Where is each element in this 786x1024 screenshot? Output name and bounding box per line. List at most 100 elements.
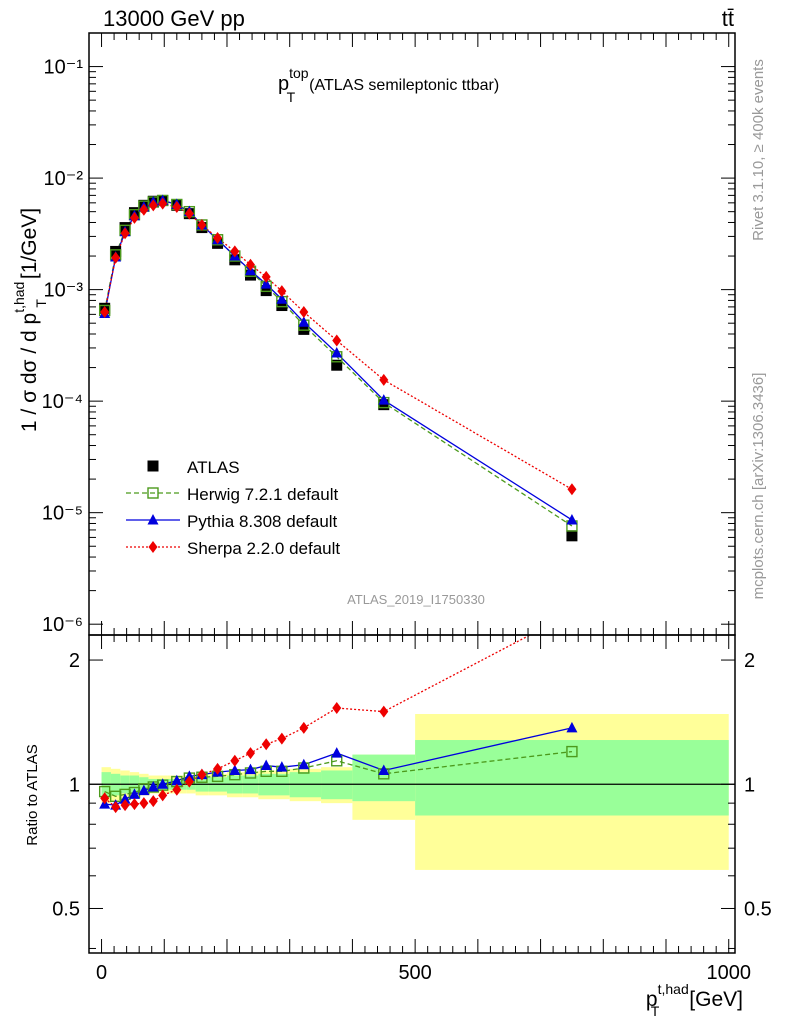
axis-ticks xyxy=(89,32,735,953)
ratio-y-tick-label-left: 2 xyxy=(69,650,80,672)
ratio-point-sherpa-2-2-0-default xyxy=(129,798,139,811)
main-y-tick-label: 10⁻¹ xyxy=(44,57,84,79)
ratio-point-sherpa-2-2-0-default xyxy=(111,801,121,814)
ratio-point-pythia-8-308-default xyxy=(147,780,159,792)
data-point-atlas xyxy=(276,300,288,312)
data-point-pythia-8-308-default xyxy=(331,347,343,358)
main-y-tick-label: 10⁻³ xyxy=(44,280,84,302)
data-point-sherpa-2-2-0-default xyxy=(184,207,194,220)
data-point-sherpa-2-2-0-default xyxy=(332,334,342,347)
ratio-point-sherpa-2-2-0-default xyxy=(158,789,168,802)
data-point-pythia-8-308-default xyxy=(378,394,390,405)
ratio-point-sherpa-2-2-0-default xyxy=(246,747,255,760)
ratio-point-pythia-8-308-default xyxy=(276,761,288,772)
ratio-point-pythia-8-308-default xyxy=(245,763,256,775)
legend-label: Sherpa 2.2.0 default xyxy=(187,539,340,558)
uncertainty-band-inner xyxy=(352,754,416,802)
x-tick-label: 500 xyxy=(398,962,431,984)
data-point-sherpa-2-2-0-default xyxy=(379,373,389,386)
ratio-point-sherpa-2-2-0-default xyxy=(120,799,130,812)
data-point-sherpa-2-2-0-default xyxy=(139,203,149,216)
data-point-sherpa-2-2-0-default xyxy=(567,483,577,496)
data-point-sherpa-2-2-0-default xyxy=(261,270,271,283)
legend-item-pythia-8-308-default: Pythia 8.308 default xyxy=(126,512,338,531)
ratio-point-herwig-7-2-1-default xyxy=(566,745,578,758)
ratio-point-sherpa-2-2-0-default xyxy=(261,738,271,751)
analysis-label: ATLAS_2019_I1750330 xyxy=(347,592,485,607)
ratio-y-tick-label-right: 2 xyxy=(744,650,755,672)
x-axis-label: pt,had T [GeV] xyxy=(646,981,743,1019)
ratio-point-sherpa-2-2-0-default xyxy=(379,705,389,718)
data-point-atlas xyxy=(260,285,272,297)
ratio-point-sherpa-2-2-0-default xyxy=(197,768,207,781)
main-y-tick-label: 10⁻⁶ xyxy=(42,614,83,636)
ratio-y-tick-label-right: 0.5 xyxy=(744,898,772,920)
ratio-point-sherpa-2-2-0-default xyxy=(230,754,240,767)
data-point-sherpa-2-2-0-default xyxy=(230,245,240,258)
process-label: tt̄ xyxy=(722,6,734,31)
data-point-pythia-8-308-default xyxy=(298,316,310,327)
legend-label: ATLAS xyxy=(187,458,240,477)
ratio-point-pythia-8-308-default xyxy=(171,774,183,786)
data-point-atlas xyxy=(566,530,578,542)
axis-tick-labels: 10⁻⁶ 10⁻⁵ 10⁻⁴ 10⁻³ 10⁻² 10⁻¹ 0.5 0.5 1 1 2 2 0 500 10… xyxy=(42,57,772,984)
ratio-point-sherpa-2-2-0-default xyxy=(299,721,309,734)
data-point-pythia-8-308-default xyxy=(566,513,578,525)
main-y-tick-label: 10⁻⁵ xyxy=(42,503,83,525)
ratio-point-pythia-8-308-default xyxy=(260,759,272,771)
legend-label: Herwig 7.2.1 default xyxy=(187,485,338,504)
ratio-plot-frame xyxy=(88,634,736,954)
main-y-axis-label: 1 / σ dσ / d pt,had T[1/GeV] xyxy=(11,208,49,432)
mcplots-source-label: mcplots.cern.ch [arXiv:1306.3436] xyxy=(750,373,767,600)
ratio-point-sherpa-2-2-0-default xyxy=(184,775,194,788)
ratio-point-sherpa-2-2-0-default xyxy=(277,732,287,745)
legend-item-sherpa-2-2-0-default: Sherpa 2.2.0 default xyxy=(126,539,340,558)
ratio-point-sherpa-2-2-0-default xyxy=(148,795,158,808)
data-point-sherpa-2-2-0-default xyxy=(111,251,121,264)
rivet-version-label: Rivet 3.1.10, ≥ 400k events xyxy=(750,59,767,241)
main-y-tick-label: 10⁻² xyxy=(44,168,84,190)
ratio-point-sherpa-2-2-0-default xyxy=(139,797,149,810)
data-point-pythia-8-308-default xyxy=(276,293,288,304)
ratio-point-sherpa-2-2-0-default xyxy=(172,783,182,796)
ratio-series-markers xyxy=(98,607,578,814)
data-point-sherpa-2-2-0-default xyxy=(172,201,182,214)
ratio-point-pythia-8-308-default xyxy=(229,764,241,775)
ratio-point-sherpa-2-2-0-default xyxy=(567,607,576,619)
ratio-point-pythia-8-308-default xyxy=(566,721,578,733)
ratio-point-sherpa-2-2-0-default xyxy=(100,792,110,805)
data-point-sherpa-2-2-0-default xyxy=(299,305,309,318)
legend-marker xyxy=(147,460,159,472)
legend: ATLAS Herwig 7.2.1 default Pythia 8.308 de… xyxy=(126,458,340,558)
data-point-sherpa-2-2-0-default xyxy=(100,305,110,318)
data-point-sherpa-2-2-0-default xyxy=(197,218,207,231)
ratio-y-tick-label-left: 0.5 xyxy=(52,898,80,920)
ratio-point-pythia-8-308-default xyxy=(119,793,131,804)
data-point-sherpa-2-2-0-default xyxy=(129,211,139,224)
data-point-sherpa-2-2-0-default xyxy=(158,197,168,210)
ratio-y-axis-label: Ratio to ATLAS xyxy=(24,744,41,845)
main-plot-frame xyxy=(88,32,736,636)
energy-label: 13000 GeV pp xyxy=(103,6,245,31)
data-point-sherpa-2-2-0-default xyxy=(246,258,255,271)
main-y-tick-label: 10⁻⁴ xyxy=(42,391,83,413)
ratio-point-pythia-8-308-default xyxy=(331,747,343,758)
legend-marker xyxy=(147,487,159,499)
ratio-point-pythia-8-308-default xyxy=(128,788,140,799)
x-tick-label: 1000 xyxy=(706,962,751,984)
series-line-sherpa-2-2-0-default xyxy=(104,202,573,490)
legend-marker xyxy=(147,514,159,525)
data-point-sherpa-2-2-0-default xyxy=(277,285,287,298)
uncertainty-band-inner xyxy=(415,740,729,816)
plot-title: ptop T(ATLAS semileptonic ttbar) xyxy=(278,65,499,105)
ratio-point-sherpa-2-2-0-default xyxy=(213,762,223,775)
ratio-point-pythia-8-308-default xyxy=(138,784,150,796)
x-tick-label: 0 xyxy=(96,962,107,984)
data-point-pythia-8-308-default xyxy=(260,278,272,289)
ratio-point-pythia-8-308-default xyxy=(298,758,310,770)
legend-marker xyxy=(148,541,158,553)
data-point-sherpa-2-2-0-default xyxy=(213,232,223,245)
uncertainty-bands xyxy=(101,714,729,870)
